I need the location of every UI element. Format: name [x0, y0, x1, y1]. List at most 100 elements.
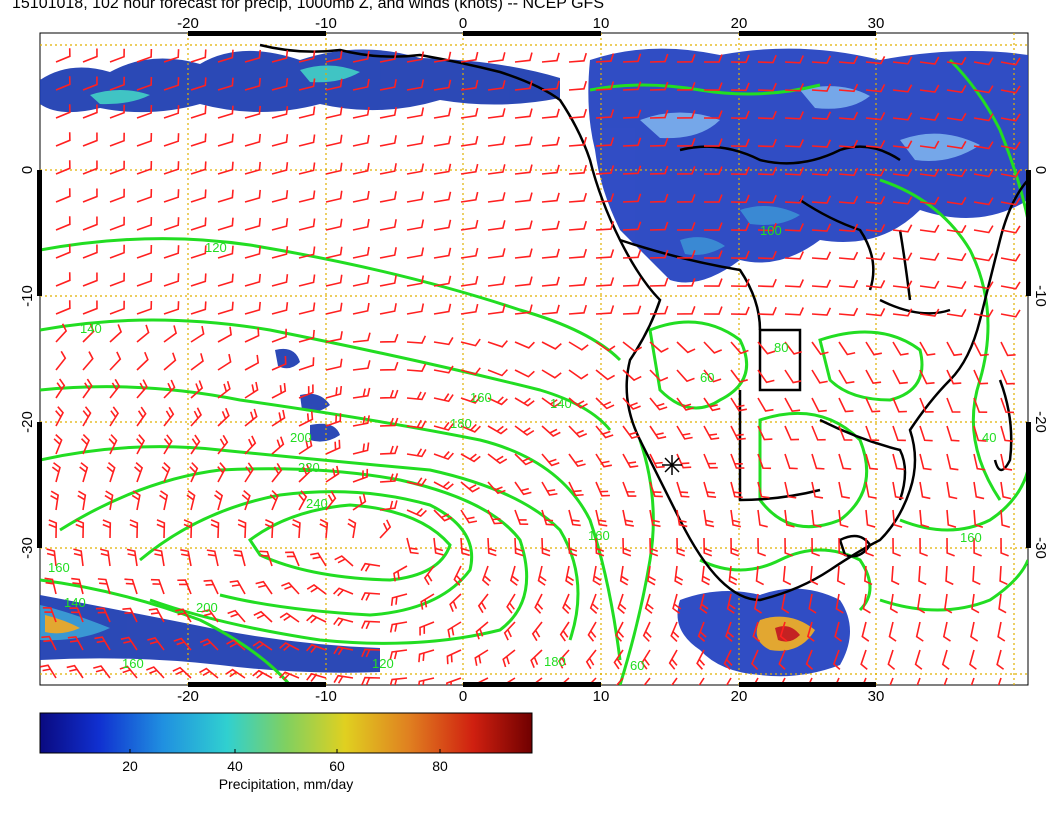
wind-barb	[487, 248, 506, 259]
wind-barb	[757, 369, 775, 384]
wind-barb	[757, 453, 772, 470]
wind-barb	[531, 677, 543, 685]
wind-barb	[175, 608, 192, 623]
wind-barb	[946, 369, 962, 385]
wind-barb	[537, 565, 547, 586]
contour-east-b	[948, 58, 1028, 221]
wind-barb	[487, 52, 506, 63]
wind-barb	[55, 300, 71, 315]
wind-barb	[82, 244, 98, 259]
wind-barb	[811, 139, 832, 148]
wind-barb	[892, 84, 913, 93]
wind-barb	[514, 248, 533, 259]
wind-barb	[541, 537, 551, 557]
wind-barb	[460, 394, 481, 404]
wind-barb	[453, 565, 463, 586]
wind-barb	[406, 107, 425, 119]
wind-barb	[134, 462, 144, 483]
wind-barb	[163, 352, 177, 371]
wind-barb	[180, 549, 192, 567]
wind-barb	[244, 217, 261, 231]
wind-barb	[306, 643, 327, 653]
wind-barb	[865, 308, 886, 317]
wind-barb	[306, 614, 327, 624]
wind-barb	[565, 565, 575, 586]
wind-barb	[319, 518, 329, 539]
wind-barb	[946, 341, 963, 357]
wind-barb	[1000, 537, 1009, 557]
wind-barb	[82, 351, 94, 371]
wind-barb	[190, 161, 207, 175]
contour-240	[247, 503, 452, 582]
wind-barb	[433, 79, 452, 91]
contour-label: 160	[122, 656, 144, 671]
lat-label: -10	[19, 285, 36, 307]
wind-barb	[889, 593, 898, 614]
wind-barb	[865, 280, 886, 289]
wind-barb	[809, 565, 819, 586]
wind-barb	[147, 637, 165, 651]
wind-barb	[892, 280, 913, 289]
wind-barb	[325, 190, 343, 203]
lon-label: 0	[459, 688, 467, 705]
wind-barb	[752, 621, 761, 642]
wind-barb	[334, 555, 354, 567]
wind-barb	[811, 55, 832, 64]
wind-barb	[271, 162, 289, 175]
station-marker	[662, 455, 682, 475]
wind-barb	[418, 677, 435, 685]
wind-barb	[1000, 341, 1016, 357]
wind-barb	[541, 453, 560, 467]
wind-barb	[946, 453, 959, 471]
wind-barb	[514, 80, 533, 91]
wind-barb	[271, 436, 285, 455]
wind-barb	[460, 509, 478, 524]
wind-barb	[244, 381, 259, 399]
wind-barb	[82, 188, 98, 203]
wind-barb	[622, 397, 641, 410]
wind-barb	[703, 166, 723, 175]
wind-barb	[298, 50, 316, 63]
wind-barb	[279, 671, 300, 681]
wind-barb	[106, 462, 116, 483]
wind-barb	[514, 276, 533, 287]
wind-barb	[446, 677, 462, 685]
wind-barb	[95, 607, 111, 623]
wind-barb	[423, 565, 435, 586]
wind-barb	[298, 246, 316, 259]
wind-barb	[186, 490, 196, 511]
wind-barb	[406, 335, 427, 344]
wind-barb	[55, 104, 71, 119]
wind-barb	[892, 224, 913, 233]
wind-barb	[757, 306, 777, 316]
wind-barb	[514, 164, 533, 175]
wind-barb	[352, 468, 369, 483]
wind-barb	[946, 112, 967, 122]
wind-barb	[352, 442, 370, 455]
wind-barb	[730, 509, 742, 528]
wind-barb	[1000, 309, 1021, 318]
wind-barb	[865, 112, 886, 121]
wind-barb	[617, 593, 627, 614]
wind-barb	[887, 649, 896, 670]
wind-barb	[892, 453, 905, 471]
wind-barb	[541, 304, 560, 315]
wind-barb	[379, 191, 397, 203]
wind-barb	[203, 579, 219, 595]
wind-barb	[649, 81, 669, 91]
wind-barb	[919, 341, 936, 356]
wind-barb	[595, 137, 615, 147]
wind-barb	[217, 217, 234, 231]
wind-barb	[281, 581, 300, 595]
wind-barb	[269, 490, 279, 511]
wind-barb	[811, 509, 822, 528]
wind-barb	[757, 250, 777, 260]
wind-barb	[449, 593, 462, 613]
wind-barb	[613, 649, 624, 670]
wind-barb	[109, 351, 122, 371]
wind-barb	[460, 537, 470, 557]
wind-barb	[649, 53, 669, 63]
wind-barb	[514, 537, 524, 557]
lat-label: -20	[19, 411, 36, 433]
wind-barb	[649, 509, 661, 528]
